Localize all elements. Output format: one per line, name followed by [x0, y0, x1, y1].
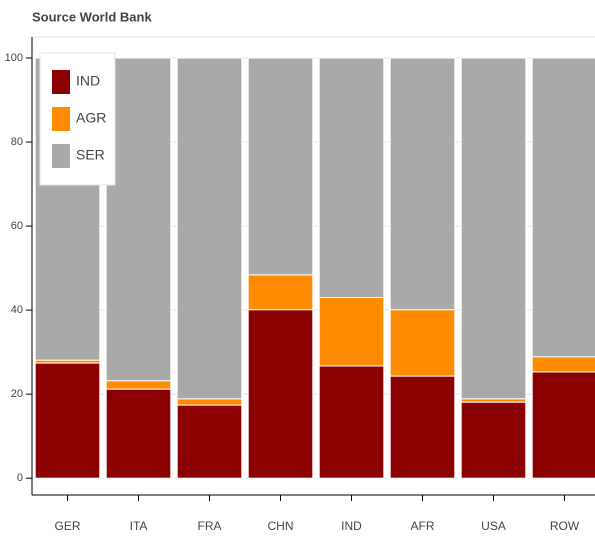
x-tick-label: GER	[54, 519, 80, 533]
bar-segment	[105, 388, 172, 479]
y-tick-label: 100	[5, 52, 23, 64]
bar-segment	[318, 57, 385, 299]
bar-segment	[389, 309, 456, 377]
legend-swatch	[52, 107, 70, 131]
y-tick-label: 20	[11, 388, 23, 400]
y-tick-label: 80	[11, 136, 23, 148]
legend-label: SER	[76, 147, 105, 163]
bar-segment	[460, 398, 527, 403]
bar-segment	[389, 375, 456, 479]
legend-swatch	[52, 70, 70, 94]
bar-segment	[247, 57, 314, 276]
legend-swatch	[52, 144, 70, 168]
x-tick-label: USA	[481, 519, 506, 533]
bar-segment	[105, 57, 172, 382]
bar-segment	[318, 365, 385, 479]
bar-segment	[105, 380, 172, 390]
bar-segment	[34, 362, 101, 479]
x-tick-label: FRA	[198, 519, 222, 533]
bar-segment	[460, 401, 527, 479]
bar-segment	[247, 274, 314, 311]
bar-segment	[531, 356, 595, 373]
bar-segment	[531, 57, 595, 358]
y-tick-label: 60	[11, 220, 23, 232]
bar-segment	[176, 404, 243, 479]
x-tick-label: ITA	[130, 519, 148, 533]
bar-segment	[176, 57, 243, 400]
y-tick-label: 0	[17, 472, 23, 484]
bar-segment	[389, 57, 456, 311]
x-tick-label: CHN	[268, 519, 294, 533]
legend-label: AGR	[76, 110, 106, 126]
y-tick-label: 40	[11, 304, 23, 316]
x-tick-label: IND	[341, 519, 362, 533]
bar-segment	[460, 57, 527, 400]
x-tick-label: ROW	[550, 519, 580, 533]
bar-segment	[531, 371, 595, 479]
bar-segment	[176, 398, 243, 406]
chart-title: Source World Bank	[32, 9, 152, 24]
bar-segment	[318, 297, 385, 367]
bar-segment	[247, 309, 314, 479]
x-tick-label: AFR	[411, 519, 435, 533]
legend-label: IND	[76, 73, 100, 89]
